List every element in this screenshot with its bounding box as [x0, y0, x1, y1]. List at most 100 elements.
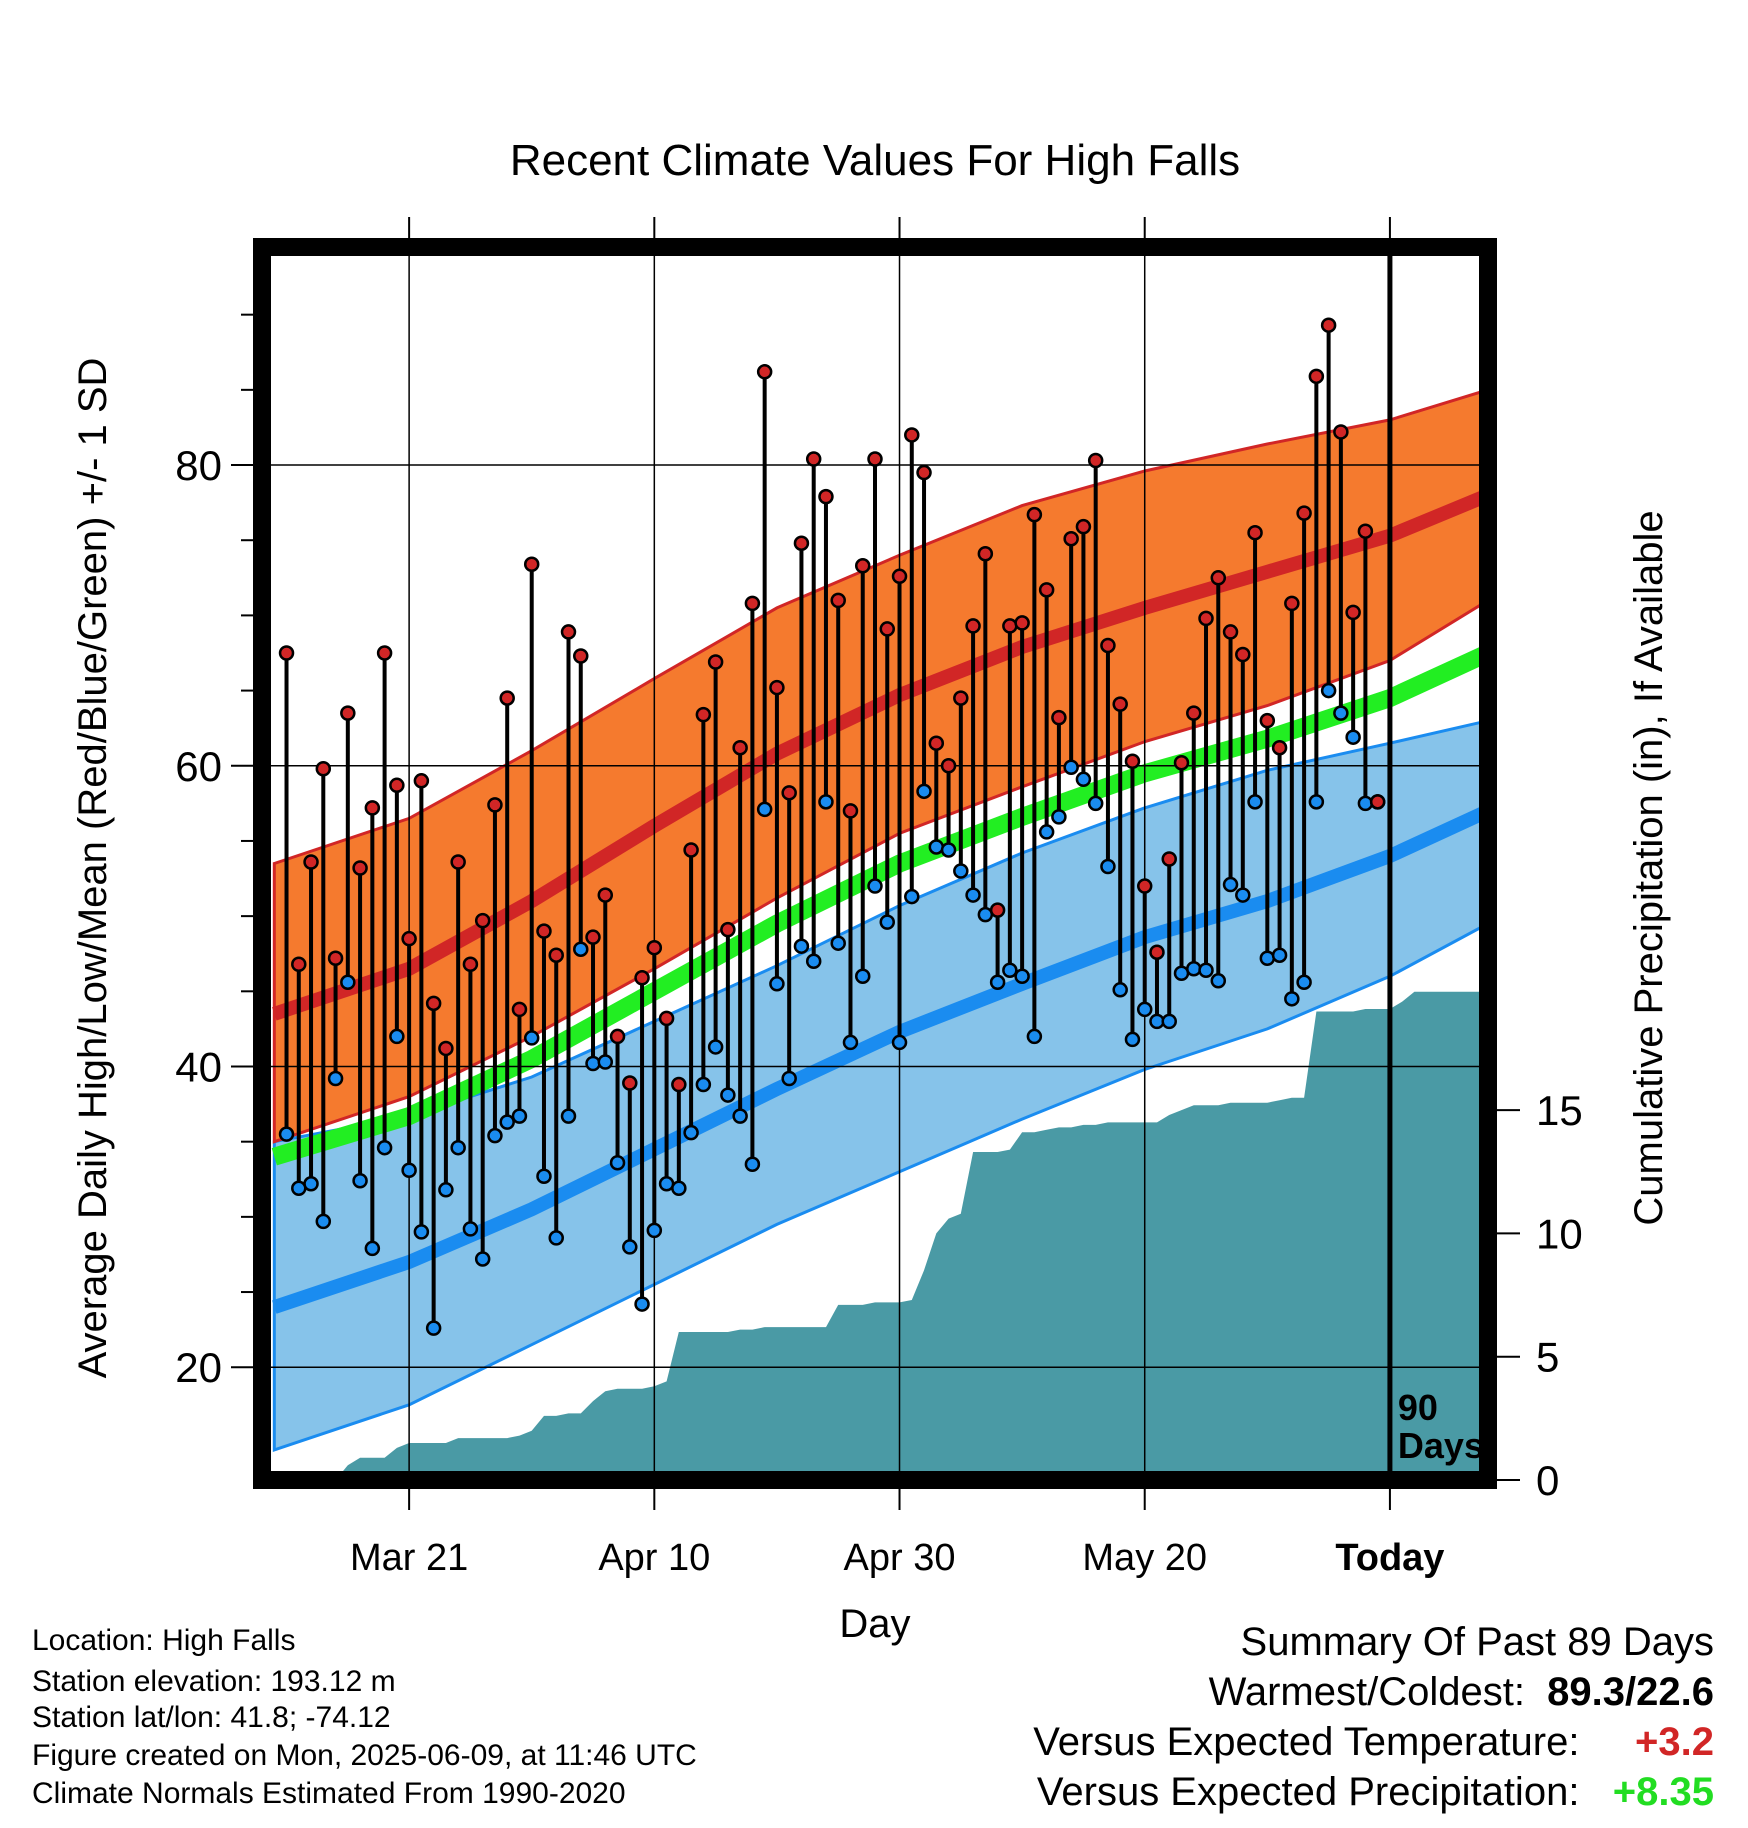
daily-low-point: [805, 953, 822, 969]
daily-low-point: [891, 1034, 908, 1051]
daily-high-point: [1210, 570, 1227, 586]
daily-low-point: [830, 935, 846, 951]
daily-low-point: [1014, 968, 1030, 985]
daily-high-point: [499, 690, 515, 706]
y-tick-label: 80: [175, 442, 222, 489]
daily-low-point: [818, 794, 834, 810]
daily-high-point: [1075, 518, 1092, 535]
daily-low-point: [1235, 887, 1251, 903]
daily-low-point: [474, 1251, 491, 1267]
daily-low-point: [1063, 759, 1079, 776]
daily-low-point: [1112, 982, 1128, 998]
chart-title: Recent Climate Values For High Falls: [510, 136, 1240, 185]
daily-high-point: [756, 364, 773, 380]
x-tick-label: Today: [1335, 1537, 1444, 1579]
daily-low-point: [1296, 974, 1312, 991]
daily-low-point: [1161, 1013, 1177, 1030]
daily-high-point: [867, 451, 883, 467]
precipitation-area: [274, 991, 1488, 1480]
daily-high-point: [904, 427, 920, 443]
daily-low-point: [1002, 962, 1018, 979]
daily-low-point: [1038, 824, 1055, 840]
daily-high-point: [1222, 624, 1239, 640]
daily-low-point: [1345, 729, 1361, 745]
daily-high-point: [1051, 709, 1067, 726]
y2-tick-label: 5: [1536, 1334, 1559, 1381]
x-tick-label: Apr 10: [598, 1537, 710, 1579]
daily-low-point: [1124, 1031, 1141, 1048]
y-axis-label: Average Daily High/Low/Mean (Red/Blue/Gr…: [71, 358, 115, 1379]
daily-low-point: [867, 878, 883, 894]
daily-low-point: [781, 1070, 797, 1087]
daily-low-point: [1320, 682, 1337, 699]
daily-low-point: [585, 1055, 601, 1072]
daily-low-point: [1259, 950, 1276, 966]
daily-high-point: [1271, 739, 1288, 756]
daily-high-point: [940, 758, 957, 774]
station-info: Location: High Falls Station elevation: …: [32, 1623, 697, 1812]
daily-high-point: [1186, 705, 1202, 721]
daily-low-point: [560, 1108, 577, 1124]
daily-high-point: [401, 930, 417, 947]
today-label-days-word: Days: [1398, 1425, 1484, 1466]
daily-high-point: [879, 621, 896, 637]
daily-low-point: [438, 1182, 454, 1198]
daily-high-point: [364, 800, 381, 816]
daily-low-point: [499, 1114, 515, 1130]
daily-high-point: [854, 558, 871, 574]
daily-low-point: [928, 839, 945, 855]
daily-high-point: [695, 706, 712, 723]
daily-high-point: [1235, 646, 1251, 663]
daily-low-point: [1075, 771, 1092, 788]
daily-low-point: [879, 914, 896, 930]
daily-low-point: [1247, 794, 1263, 810]
daily-low-point: [1051, 809, 1067, 825]
daily-high-point: [916, 464, 932, 481]
daily-high-point: [769, 679, 785, 696]
daily-low-point: [315, 1213, 332, 1230]
y-tick-label: 60: [175, 743, 222, 790]
x-axis-label: Day: [839, 1602, 910, 1646]
daily-high-point: [1149, 944, 1165, 960]
daily-high-point: [376, 645, 393, 661]
daily-low-point: [646, 1222, 663, 1239]
daily-high-point: [1198, 610, 1214, 627]
daily-high-point: [315, 761, 332, 777]
daily-high-point: [1063, 530, 1079, 547]
temp-value: +3.2: [1635, 1720, 1714, 1764]
daily-high-point: [523, 556, 540, 573]
daily-low-point: [1210, 973, 1227, 989]
daily-high-point: [536, 923, 552, 939]
daily-low-point: [769, 976, 785, 992]
daily-high-point: [965, 618, 981, 634]
daily-low-point: [425, 1320, 442, 1336]
daily-high-point: [793, 535, 810, 551]
warm-cold-value: 89.3/22.6: [1547, 1670, 1714, 1714]
daily-low-point: [278, 1126, 295, 1142]
daily-low-point: [536, 1168, 552, 1185]
daily-low-point: [1284, 991, 1300, 1007]
daily-high-point: [389, 777, 405, 794]
daily-high-point: [671, 1076, 687, 1093]
daily-low-point: [352, 1173, 368, 1189]
daily-low-point: [609, 1154, 626, 1171]
daily-high-point: [1112, 696, 1128, 712]
daily-high-point: [597, 887, 614, 903]
daily-low-point: [622, 1239, 638, 1255]
daily-high-point: [720, 921, 736, 938]
daily-high-point: [1002, 618, 1018, 634]
daily-high-point: [634, 970, 650, 986]
daily-high-point: [413, 773, 430, 789]
daily-low-point: [1357, 795, 1374, 812]
daily-high-point: [511, 1001, 528, 1018]
daily-high-point: [1369, 794, 1386, 810]
daily-high-point: [340, 705, 356, 721]
daily-low-point: [376, 1139, 393, 1156]
daily-low-point: [793, 938, 810, 954]
daily-high-point: [1345, 604, 1361, 621]
daily-high-point: [291, 956, 307, 972]
daily-high-point: [805, 451, 822, 467]
daily-high-point: [1038, 582, 1055, 598]
daily-low-point: [732, 1108, 748, 1124]
daily-high-point: [953, 690, 969, 706]
